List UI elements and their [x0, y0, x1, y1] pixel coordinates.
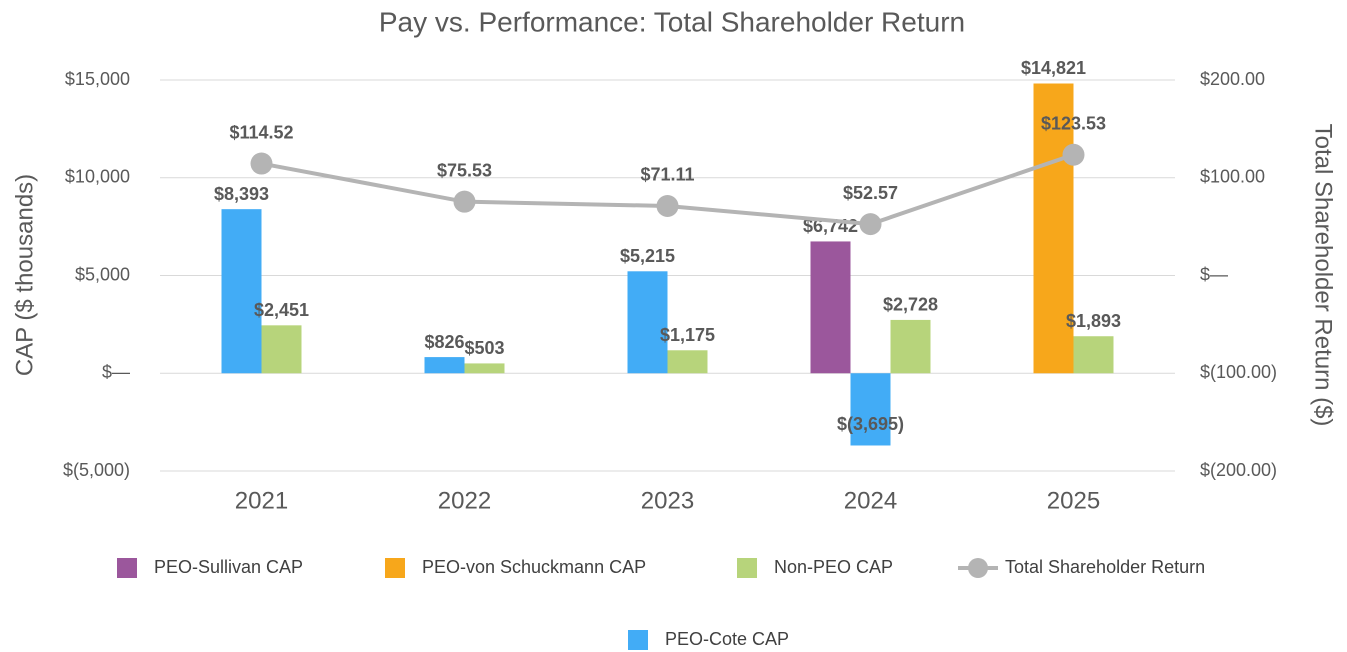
legend-label: Total Shareholder Return	[1005, 557, 1205, 577]
line-point	[250, 152, 273, 175]
y2-tick-label: $(200.00)	[1200, 460, 1277, 480]
value-label: $52.57	[843, 183, 898, 203]
y-tick-label: $5,000	[75, 264, 130, 284]
y-tick-label: $—	[102, 362, 130, 382]
value-label: $14,821	[1021, 58, 1086, 78]
line-point	[859, 213, 882, 236]
value-label: $5,215	[620, 246, 675, 266]
value-label: $826	[424, 332, 464, 352]
x-tick-label: 2025	[1047, 487, 1100, 514]
y2-axis-title: Total Shareholder Return ($)	[1310, 124, 1337, 427]
x-tick-label: 2023	[641, 487, 694, 514]
value-label: $75.53	[437, 160, 492, 180]
value-label: $1,175	[660, 325, 715, 345]
bar	[424, 357, 465, 374]
value-label: $114.52	[229, 122, 293, 142]
legend-swatch	[117, 558, 137, 578]
chart-title: Pay vs. Performance: Total Shareholder R…	[379, 6, 965, 37]
bar	[1033, 83, 1074, 374]
y-tick-label: $15,000	[65, 69, 130, 89]
bar	[627, 271, 668, 374]
line-point	[453, 190, 476, 213]
value-label: $71.11	[640, 165, 694, 185]
value-label: $1,893	[1066, 311, 1121, 331]
value-label: $(3,695)	[837, 414, 904, 434]
bar	[850, 373, 891, 446]
y2-tick-label: $100.00	[1200, 167, 1265, 187]
legend-label: PEO-Cote CAP	[665, 629, 789, 649]
y2-tick-label: $200.00	[1200, 69, 1265, 89]
y-axis-title: CAP ($ thousands)	[11, 174, 38, 376]
value-label: $123.53	[1041, 113, 1106, 133]
bar	[261, 325, 302, 374]
bar	[667, 350, 708, 374]
legend-label: Non-PEO CAP	[774, 557, 893, 577]
legend-swatch	[737, 558, 757, 578]
bar	[221, 209, 262, 374]
y2-tick-label: $(100.00)	[1200, 362, 1277, 382]
value-label: $503	[464, 338, 504, 358]
y-tick-label: $10,000	[65, 167, 130, 187]
bar	[810, 241, 851, 374]
x-tick-label: 2021	[235, 487, 288, 514]
y2-tick-label: $—	[1200, 264, 1228, 284]
bar	[1073, 336, 1114, 374]
legend-swatch	[628, 630, 648, 650]
bar	[464, 363, 505, 374]
x-tick-label: 2022	[438, 487, 491, 514]
legend-swatch	[385, 558, 405, 578]
legend-label: PEO-Sullivan CAP	[154, 557, 303, 577]
legend-label: PEO-von Schuckmann CAP	[422, 557, 646, 577]
y-tick-label: $(5,000)	[63, 460, 130, 480]
value-label: $8,393	[214, 184, 269, 204]
x-tick-label: 2024	[844, 487, 897, 514]
line-point	[656, 194, 679, 217]
bar	[890, 319, 931, 374]
line-point	[1062, 143, 1085, 166]
value-label: $2,728	[883, 295, 938, 315]
value-label: $2,451	[254, 300, 309, 320]
legend-swatch	[968, 558, 988, 578]
